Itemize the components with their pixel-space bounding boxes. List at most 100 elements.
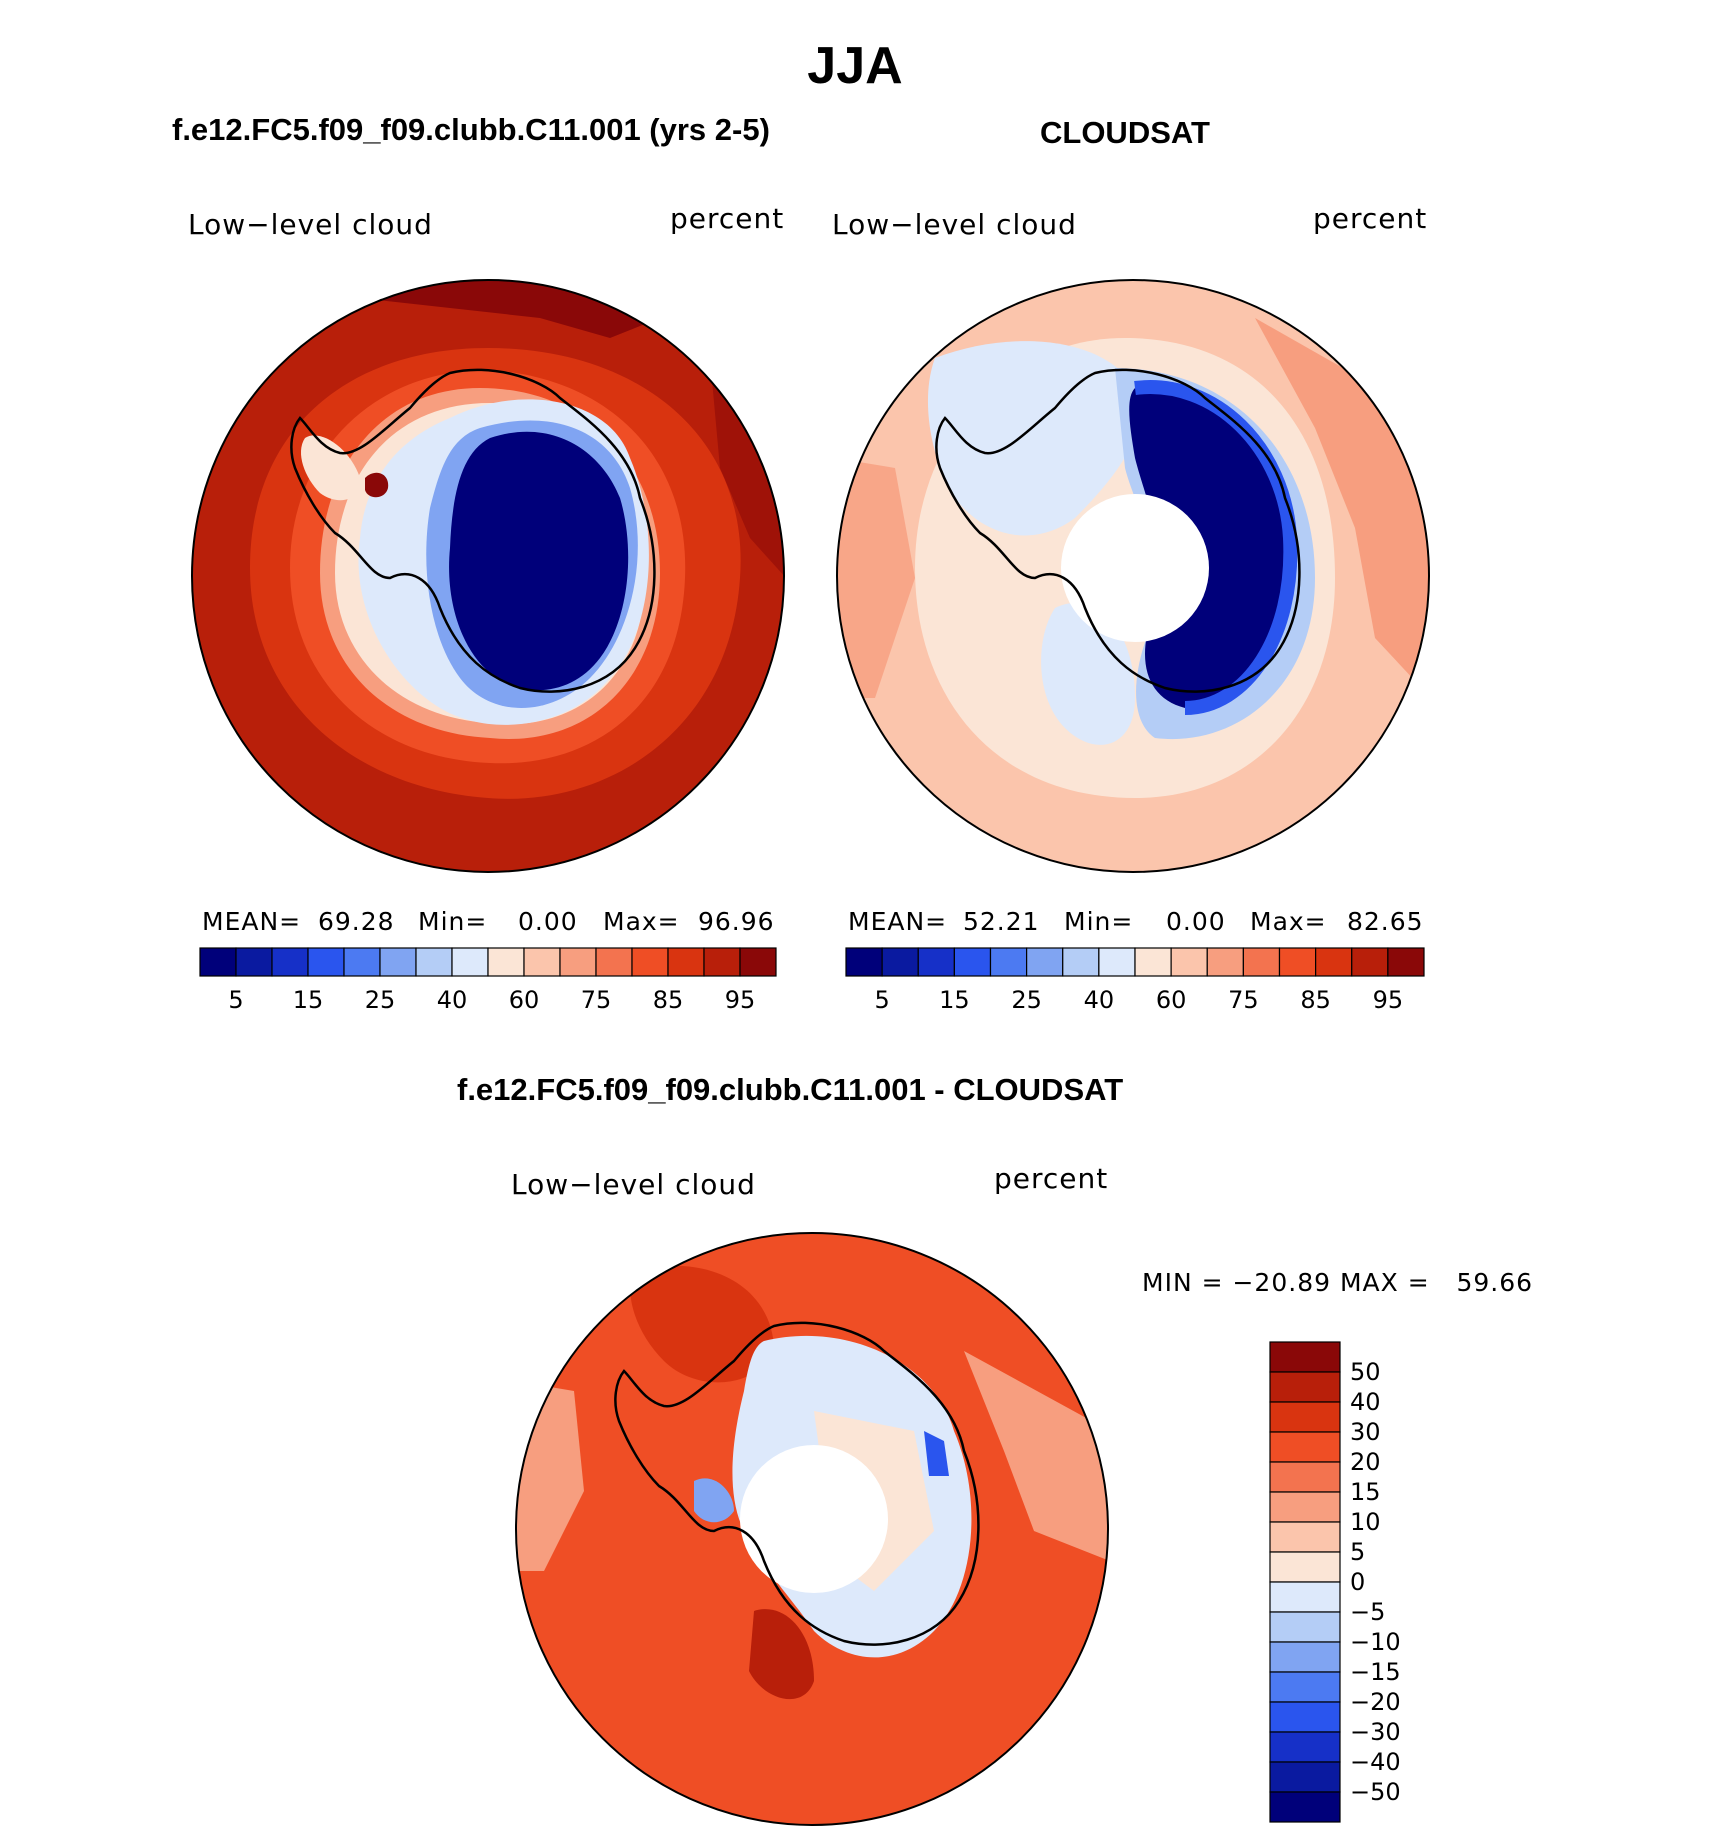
obs-colorbar-tick-label: 15 xyxy=(939,986,970,1014)
obs-colorbar-swatch xyxy=(1351,947,1389,977)
model-colorbar-swatch xyxy=(595,947,633,977)
pole-hole xyxy=(740,1445,888,1593)
obs-min-value: 0.00 xyxy=(1166,907,1226,936)
model-units-label: percent xyxy=(670,202,785,235)
model-polar-map xyxy=(191,279,785,873)
model-mean-value: 69.28 xyxy=(318,907,395,936)
obs-max-value: 82.65 xyxy=(1347,907,1424,936)
navy-core xyxy=(449,431,629,691)
model-min-value: 0.00 xyxy=(518,907,578,936)
obs-min-label: Min= xyxy=(1064,907,1134,936)
pink-patch-east xyxy=(964,1351,1108,1561)
obs-colorbar-swatch xyxy=(1242,947,1281,977)
model-variable-label: Low−level cloud xyxy=(188,208,433,241)
model-colorbar-swatch xyxy=(703,947,741,977)
model-colorbar-swatch xyxy=(415,947,453,977)
obs-colorbar-swatch xyxy=(1315,947,1353,977)
model-colorbar-swatch xyxy=(343,947,381,977)
light-blue-south xyxy=(1041,602,1135,745)
model-colorbar-swatch xyxy=(271,947,309,977)
diff-panel-subtitle: f.e12.FC5.f09_f09.clubb.C11.001 - CLOUDS… xyxy=(457,1072,1124,1107)
model-min-label: Min= xyxy=(418,907,488,936)
obs-mean-label: MEAN= xyxy=(848,907,948,936)
dark-spot xyxy=(365,472,389,498)
diff-colorbar-swatch xyxy=(1269,1491,1341,1523)
pole-hole xyxy=(1061,494,1209,642)
model-colorbar-swatch xyxy=(235,947,273,977)
model-colorbar-tick-label: 25 xyxy=(364,986,396,1014)
model-max-value: 96.96 xyxy=(698,907,775,936)
diff-colorbar-tick-label: −30 xyxy=(1350,1718,1401,1746)
obs-colorbar-tick-label: 25 xyxy=(1011,986,1042,1014)
obs-colorbar-swatch xyxy=(1062,947,1100,977)
model-colorbar-swatch xyxy=(379,947,417,977)
obs-mean-value: 52.21 xyxy=(963,907,1040,936)
diff-colorbar-tick-label: 0 xyxy=(1350,1568,1366,1596)
diff-colorbar-swatch xyxy=(1269,1341,1341,1373)
obs-colorbar-swatch xyxy=(953,947,992,977)
model-colorbar xyxy=(199,947,777,977)
obs-colorbar-swatch xyxy=(1170,947,1208,977)
figure-title: JJA xyxy=(807,37,903,95)
diff-colorbar-swatch xyxy=(1269,1791,1341,1823)
obs-colorbar-swatch xyxy=(1278,947,1317,977)
diff-colorbar-swatch xyxy=(1269,1461,1341,1493)
diff-colorbar-swatch xyxy=(1269,1581,1341,1613)
model-colorbar-swatch xyxy=(451,947,489,977)
diff-colorbar-swatch xyxy=(1269,1611,1341,1643)
obs-colorbar-swatch xyxy=(1387,947,1425,977)
model-colorbar-tick-label: 5 xyxy=(228,986,244,1014)
diff-colorbar-swatch xyxy=(1269,1641,1341,1673)
obs-panel-subtitle: CLOUDSAT xyxy=(1040,115,1210,150)
obs-colorbar-tick-label: 95 xyxy=(1372,986,1404,1014)
diff-colorbar-tick-label: −40 xyxy=(1350,1748,1401,1776)
diff-colorbar-tick-label: −20 xyxy=(1350,1688,1401,1716)
model-colorbar-swatch xyxy=(199,947,237,977)
obs-colorbar-swatch xyxy=(1206,947,1244,977)
diff-colorbar-swatch xyxy=(1269,1431,1341,1463)
peninsula-white xyxy=(300,435,361,501)
light-blue-west xyxy=(927,341,1141,536)
obs-colorbar-swatch xyxy=(1134,947,1172,977)
obs-colorbar-tick-label: 85 xyxy=(1300,986,1331,1014)
blue-edge xyxy=(1134,380,1298,715)
diff-variable-label: Low−level cloud xyxy=(511,1168,756,1201)
obs-variable-label: Low−level cloud xyxy=(832,208,1077,241)
diff-colorbar-swatch xyxy=(1269,1671,1341,1703)
diff-colorbar-tick-label: 40 xyxy=(1350,1388,1381,1416)
diff-colorbar-tick-label: −5 xyxy=(1350,1598,1386,1626)
diff-colorbar-swatch xyxy=(1269,1521,1341,1553)
obs-colorbar-tick-label: 60 xyxy=(1155,986,1187,1014)
obs-colorbar-tick-label: 75 xyxy=(1228,986,1259,1014)
model-colorbar-tick-label: 95 xyxy=(724,986,756,1014)
obs-units-label: percent xyxy=(1313,202,1428,235)
diff-colorbar-swatch xyxy=(1269,1401,1341,1433)
diff-colorbar-tick-label: −10 xyxy=(1350,1628,1401,1656)
diff-colorbar-swatch xyxy=(1269,1761,1341,1793)
obs-colorbar-swatch xyxy=(845,947,883,977)
model-max-label: Max= xyxy=(603,907,680,936)
blue-patch-west xyxy=(694,1478,734,1523)
dark-patch-north xyxy=(630,1265,774,1383)
obs-colorbar-tick-label: 40 xyxy=(1083,986,1115,1014)
model-colorbar-swatch xyxy=(307,947,345,977)
model-mean-label: MEAN= xyxy=(202,907,302,936)
dark-patch-south xyxy=(749,1609,814,1700)
obs-colorbar-swatch xyxy=(1026,947,1064,977)
diff-colorbar-swatch xyxy=(1269,1371,1341,1403)
diff-colorbar-tick-label: 5 xyxy=(1350,1538,1366,1566)
diff-colorbar-tick-label: 20 xyxy=(1350,1448,1381,1476)
diff-colorbar-tick-label: 30 xyxy=(1350,1418,1381,1446)
coastline xyxy=(614,1321,980,1646)
diff-colorbar-swatch xyxy=(1269,1551,1341,1583)
blue-patch-east xyxy=(924,1431,949,1476)
obs-polar-map xyxy=(836,279,1430,873)
coastline xyxy=(935,368,1301,693)
model-colorbar-swatch xyxy=(667,947,705,977)
diff-colorbar-tick-label: −15 xyxy=(1350,1658,1401,1686)
diff-colorbar-tick-label: 10 xyxy=(1350,1508,1381,1536)
model-colorbar-tick-label: 60 xyxy=(508,986,540,1014)
model-colorbar-swatch xyxy=(631,947,669,977)
diff-colorbar-tick-label: 15 xyxy=(1350,1478,1381,1506)
obs-colorbar xyxy=(845,947,1425,977)
